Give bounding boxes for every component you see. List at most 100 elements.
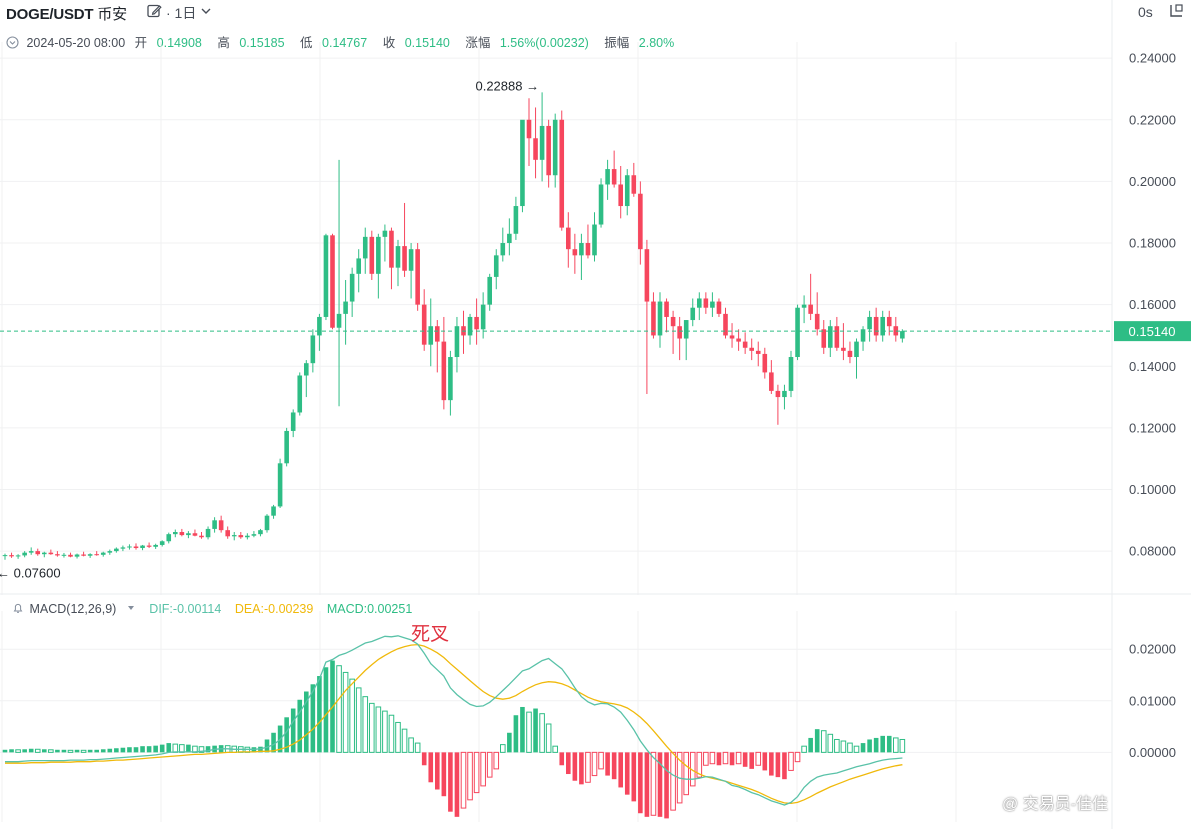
high-value: 0.15185 xyxy=(239,36,285,50)
candle-body xyxy=(520,119,525,207)
candle-body xyxy=(22,552,27,556)
low-value: 0.14767 xyxy=(322,36,368,50)
macd-bar xyxy=(28,748,34,753)
exchange-name: 币安 xyxy=(97,6,127,23)
macd-bar xyxy=(310,684,316,753)
candle-body xyxy=(435,326,440,342)
dif-line xyxy=(5,635,903,806)
macd-bar xyxy=(205,746,211,753)
macd-histogram xyxy=(2,660,906,819)
amplitude-value: 2.80% xyxy=(638,36,675,50)
candle-body xyxy=(186,533,191,536)
bell-icon[interactable] xyxy=(12,602,24,614)
macd-bar xyxy=(782,752,787,780)
candle-body xyxy=(552,119,558,176)
macd-bar xyxy=(414,742,421,753)
candle-body xyxy=(801,304,807,308)
candle-body xyxy=(120,547,126,549)
candle-body xyxy=(749,347,754,351)
macd-bar xyxy=(435,752,440,790)
candle-body xyxy=(343,301,348,314)
candle-body xyxy=(382,230,388,237)
macd-bar xyxy=(80,749,87,753)
candle-body xyxy=(716,301,722,314)
macd-bar xyxy=(323,667,329,753)
candle-body xyxy=(736,338,741,342)
candle-body xyxy=(205,528,211,538)
candle-body xyxy=(35,551,41,555)
candle-body xyxy=(880,316,885,336)
macd-bar xyxy=(2,749,8,753)
candle-body xyxy=(290,412,296,431)
macd-axis: 0.02000 0.01000 0.00000 xyxy=(1129,642,1176,760)
candle-body xyxy=(114,548,119,552)
macd-bar xyxy=(545,723,552,753)
candle-body xyxy=(81,554,86,556)
macd-grid-lines xyxy=(0,593,1191,822)
candle-body xyxy=(448,357,453,401)
candle-body xyxy=(474,316,479,330)
candle-body xyxy=(231,535,237,537)
candle-body xyxy=(487,276,492,305)
candle-body xyxy=(559,119,565,228)
price-tick-label: 0.18000 xyxy=(1129,236,1176,251)
price-tick-label: 0.20000 xyxy=(1129,174,1176,189)
macd-bar xyxy=(650,751,657,816)
macd-bar xyxy=(893,737,899,753)
macd-bar xyxy=(460,751,467,809)
macd-bar xyxy=(493,751,500,770)
macd-bar xyxy=(769,752,774,776)
macd-bar xyxy=(808,737,813,753)
macd-bar xyxy=(775,752,781,778)
edit-icon[interactable] xyxy=(146,3,162,19)
pair-title[interactable]: DOGE/USDT 币安 xyxy=(6,3,127,24)
candle-body xyxy=(808,304,813,314)
macd-bar xyxy=(375,706,382,753)
macd-bar xyxy=(683,751,690,796)
candle-body xyxy=(500,243,506,256)
candle-body xyxy=(572,249,578,256)
macd-bar xyxy=(100,749,106,753)
candle-body xyxy=(592,224,597,256)
macd-bar xyxy=(847,742,853,753)
candle-body xyxy=(395,246,401,268)
caret-down-icon[interactable] xyxy=(126,603,136,613)
macd-bar xyxy=(873,737,879,753)
candle-body xyxy=(48,552,54,555)
low-label: 低 xyxy=(300,36,313,50)
candle-body xyxy=(402,246,407,271)
chevron-down-icon[interactable] xyxy=(199,4,213,18)
candle-body xyxy=(742,341,748,348)
candle-body xyxy=(277,463,283,507)
candle-body xyxy=(441,341,447,401)
macd-bar xyxy=(67,749,74,753)
candle-body xyxy=(55,554,60,556)
dea-line xyxy=(5,643,903,805)
macd-bar xyxy=(473,751,480,794)
candle-body xyxy=(297,375,303,413)
clock-icon xyxy=(6,36,19,49)
candle-body xyxy=(369,236,375,274)
high-annotation: 0.22888 → xyxy=(475,78,539,93)
death-cross-annotation: 死叉 xyxy=(411,624,449,645)
macd-bar xyxy=(585,751,591,783)
layout-icon[interactable] xyxy=(1168,3,1184,19)
macd-bar xyxy=(500,744,506,753)
macd-bar xyxy=(133,747,139,753)
macd-bar xyxy=(441,752,447,797)
macd-bar xyxy=(638,752,643,814)
macd-bar xyxy=(507,732,512,753)
timeframe-selector[interactable]: · 1日 xyxy=(166,5,197,21)
macd-bar xyxy=(513,715,519,753)
candle-body xyxy=(330,235,335,328)
macd-lines xyxy=(5,635,903,806)
macd-tick-label: 0.00000 xyxy=(1129,745,1176,760)
candle-body xyxy=(428,326,434,345)
macd-bar xyxy=(362,696,369,753)
candle-body xyxy=(264,515,270,531)
candle-body xyxy=(611,169,617,185)
macd-bar xyxy=(284,717,289,753)
macd-bar xyxy=(735,751,742,765)
macd-bar xyxy=(899,738,906,753)
